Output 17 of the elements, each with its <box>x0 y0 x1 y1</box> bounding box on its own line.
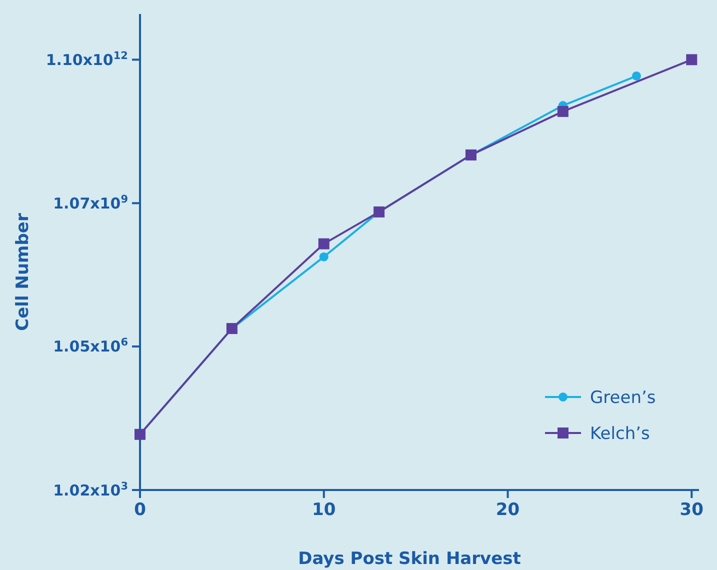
x-tick-label: 10 <box>312 500 336 520</box>
point <box>686 54 698 66</box>
x-axis-title: Days Post Skin Harvest <box>298 549 521 569</box>
y-tick-label: 1.10x10$^{12}$ <box>46 50 128 69</box>
legend-label: Green’s <box>590 388 656 408</box>
point <box>318 238 330 250</box>
legend-label: Kelch’s <box>590 424 650 444</box>
x-tick-label: 20 <box>496 500 520 520</box>
x-tick-label: 30 <box>680 500 704 520</box>
point <box>632 71 641 80</box>
point <box>557 106 568 117</box>
y-axis-title: Cell Number <box>13 212 33 331</box>
y-tick-label: 1.02x10$^{3}$ <box>53 480 128 500</box>
y-tick-label: 1.07x10$^{9}$ <box>53 193 128 212</box>
y-tick-label: 1.05x10$^{6}$ <box>53 336 128 356</box>
point <box>319 252 328 262</box>
x-tick-label: 0 <box>134 500 146 520</box>
